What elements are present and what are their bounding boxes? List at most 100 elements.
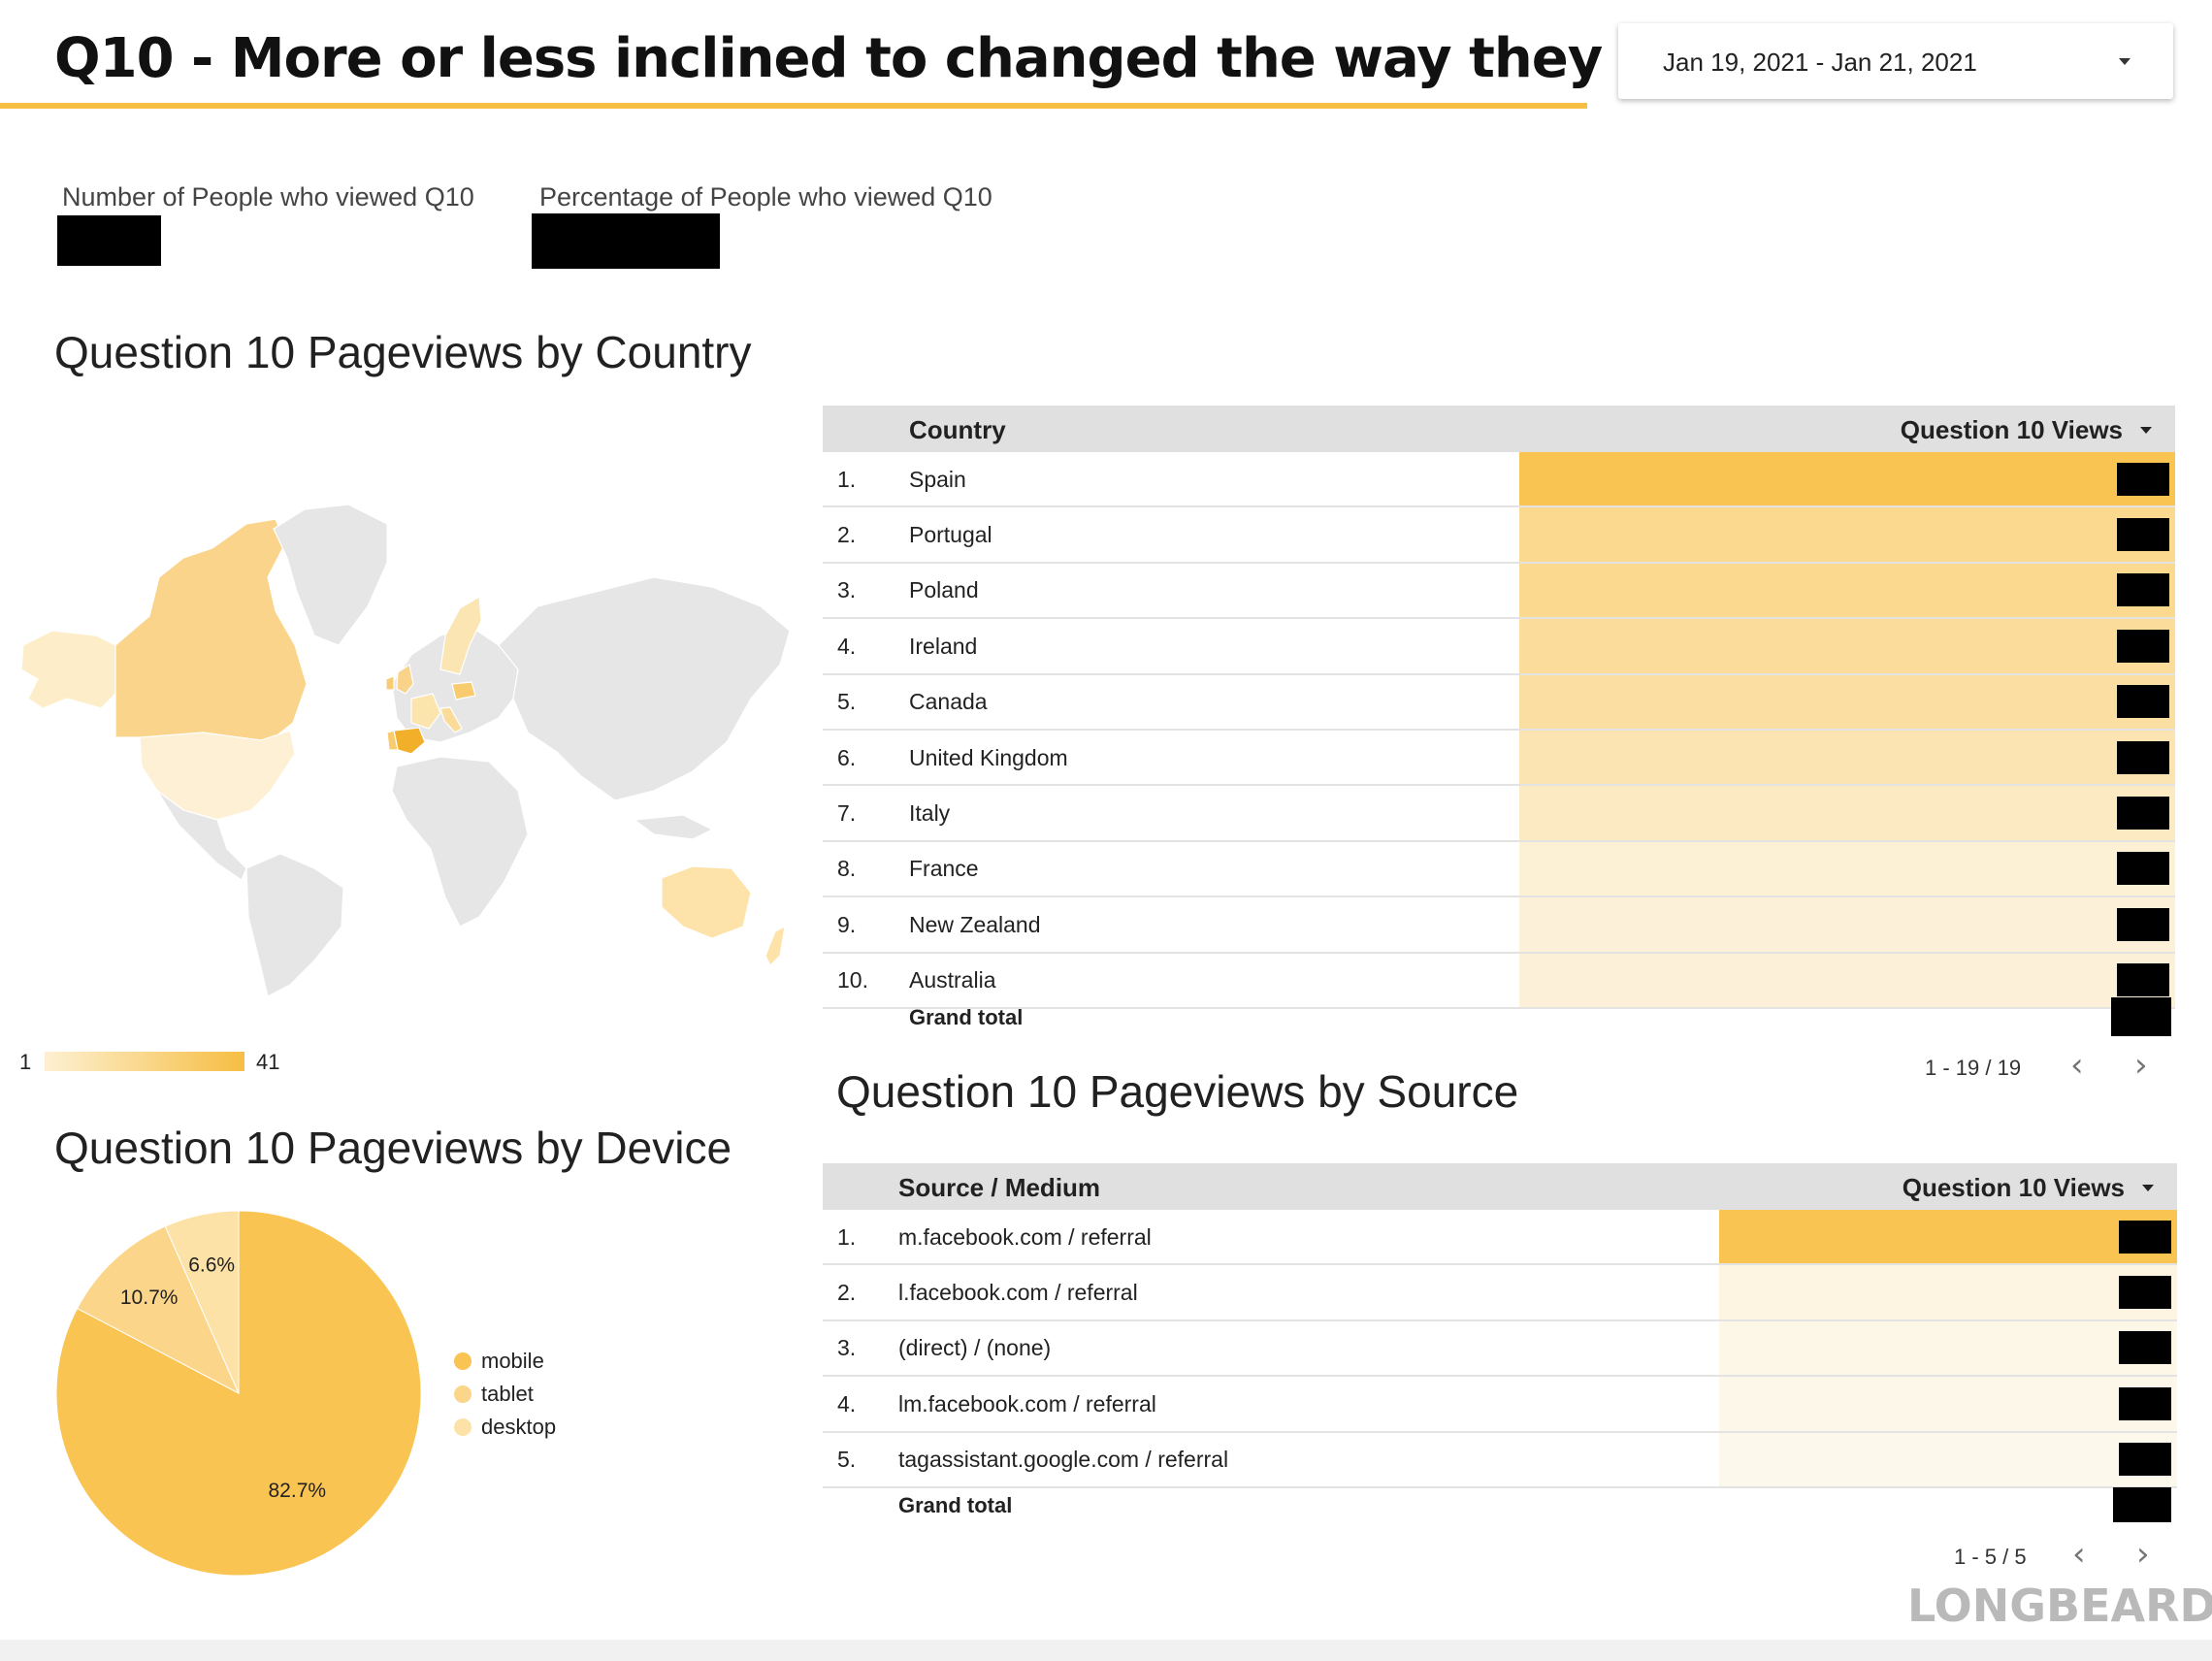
map-region-italy (439, 706, 463, 733)
row-rank: 9. (837, 911, 857, 937)
row-metric-bar (1519, 786, 2175, 840)
map-region-spain (393, 727, 426, 755)
row-value-redacted (2117, 963, 2169, 997)
row-value-redacted (2117, 685, 2169, 719)
map-region-australia (661, 865, 752, 939)
table-row[interactable]: 6. United Kingdom (823, 730, 2175, 787)
country-table-body: 1. Spain 2. Portugal 3. Poland 4. Ireland 5. Cana… (823, 452, 2175, 1009)
footer-strip (0, 1640, 2212, 1661)
table-row[interactable]: 4. lm.facebook.com / referral (823, 1377, 2177, 1433)
device-section-title: Question 10 Pageviews by Device (54, 1123, 732, 1173)
row-value-redacted (2119, 1331, 2171, 1365)
chevron-left-icon[interactable]: ‹ (2070, 1046, 2084, 1085)
sort-desc-icon[interactable] (2140, 427, 2152, 434)
legend-swatch (454, 1418, 472, 1436)
map-region-new-zealand (764, 925, 786, 967)
row-value-redacted (2117, 907, 2169, 941)
table-row[interactable]: 3. (direct) / (none) (823, 1320, 2177, 1378)
table-row[interactable]: 1. Spain (823, 452, 2175, 508)
date-range-picker[interactable]: Jan 19, 2021 - Jan 21, 2021 (1618, 23, 2173, 99)
source-metric-column-header[interactable]: Question 10 Views (1902, 1173, 2125, 1202)
map-section-title: Question 10 Pageviews by Country (54, 327, 752, 377)
map-region-united-kingdom (396, 664, 414, 695)
row-value-redacted (2117, 797, 2169, 830)
table-row[interactable]: 4. Ireland (823, 619, 2175, 675)
map-region-indonesia (633, 814, 714, 840)
row-value-redacted (2117, 852, 2169, 886)
row-value-redacted (2117, 629, 2169, 663)
row-metric-bar (1519, 507, 2175, 562)
pie-data-label: 6.6% (188, 1254, 235, 1277)
longbeard-logo: LONGBEARD (1907, 1580, 2212, 1632)
legend-label: desktop (481, 1415, 557, 1439)
pie-slice-desktop[interactable] (164, 1210, 240, 1394)
map-region-south-america (245, 853, 344, 997)
table-row[interactable]: 9. New Zealand (823, 897, 2175, 954)
map-region-greenland (273, 504, 388, 646)
chevron-right-icon[interactable]: › (2134, 1046, 2148, 1085)
row-rank: 2. (837, 1280, 857, 1306)
table-row[interactable]: 3. Poland (823, 563, 2175, 620)
country-table-grand-total-row: Grand total (823, 990, 2175, 1042)
table-row[interactable]: 10. Australia (823, 953, 2175, 1009)
table-row[interactable]: 8. France (823, 841, 2175, 898)
country-column-header[interactable]: Country (909, 415, 1006, 444)
row-rank: 4. (837, 633, 857, 659)
table-row[interactable]: 5. Canada (823, 674, 2175, 731)
map-region-poland (451, 681, 476, 700)
row-rank: 3. (837, 577, 857, 603)
row-label: New Zealand (909, 911, 1041, 937)
chevron-down-icon (2119, 58, 2131, 65)
scorecard-percentage-label: Percentage of People who viewed Q10 (539, 182, 992, 212)
country-table-header: Country Question 10 Views (823, 406, 2175, 452)
device-pie-chart[interactable]: 82.7% 10.7% 6.6% (39, 1203, 446, 1591)
row-label: lm.facebook.com / referral (898, 1390, 1156, 1417)
sort-desc-icon[interactable] (2142, 1185, 2154, 1191)
row-value-redacted (2117, 740, 2169, 774)
row-label: l.facebook.com / referral (898, 1280, 1138, 1306)
pie-slice-tablet[interactable] (76, 1225, 241, 1395)
pie-data-label: 10.7% (120, 1286, 179, 1309)
legend-swatch (454, 1385, 472, 1403)
row-value-redacted (2119, 1220, 2171, 1254)
country-table-pager: 1 - 19 / 19 (1925, 1056, 2022, 1080)
source-grand-total-value-redacted (2113, 1487, 2171, 1522)
legend-label: tablet (481, 1382, 534, 1406)
map-legend-min: 1 (19, 1050, 32, 1074)
table-row[interactable]: 7. Italy (823, 786, 2175, 842)
map-region-mexico (156, 790, 247, 881)
row-label: France (909, 856, 979, 882)
table-row[interactable]: 1. m.facebook.com / referral (823, 1210, 2177, 1266)
world-map[interactable] (14, 500, 809, 999)
row-rank: 4. (837, 1390, 857, 1417)
row-metric-bar (1719, 1377, 2177, 1431)
row-metric-bar (1519, 841, 2175, 896)
table-row[interactable]: 2. Portugal (823, 507, 2175, 564)
source-table-body: 1. m.facebook.com / referral 2. l.facebook.… (823, 1210, 2177, 1488)
row-rank: 8. (837, 856, 857, 882)
country-grand-total-value-redacted (2111, 997, 2171, 1036)
table-row[interactable]: 2. l.facebook.com / referral (823, 1265, 2177, 1321)
row-label: Australia (909, 967, 996, 993)
row-rank: 10. (837, 967, 868, 993)
row-value-redacted (2119, 1443, 2171, 1477)
chevron-left-icon[interactable]: ‹ (2072, 1535, 2086, 1574)
row-metric-bar (1519, 452, 2175, 506)
map-region-scandinavia (439, 595, 482, 675)
map-region-france (410, 693, 441, 730)
legend-swatch (454, 1352, 472, 1370)
row-rank: 6. (837, 744, 857, 770)
map-region-asia (498, 576, 791, 801)
chevron-right-icon[interactable]: › (2136, 1535, 2150, 1574)
row-value-redacted (2117, 518, 2169, 552)
source-table-header: Source / Medium Question 10 Views (823, 1163, 2177, 1210)
row-metric-bar (1719, 1265, 2177, 1319)
map-region-alaska (20, 630, 116, 709)
table-row[interactable]: 5. tagassistant.google.com / referral (823, 1432, 2177, 1488)
source-column-header[interactable]: Source / Medium (898, 1173, 1101, 1202)
source-table-grand-total-row: Grand total (823, 1480, 2177, 1530)
date-range-text: Jan 19, 2021 - Jan 21, 2021 (1663, 48, 1977, 77)
row-metric-bar (1519, 897, 2175, 952)
row-rank: 2. (837, 522, 857, 548)
country-metric-column-header[interactable]: Question 10 Views (1900, 415, 2123, 444)
